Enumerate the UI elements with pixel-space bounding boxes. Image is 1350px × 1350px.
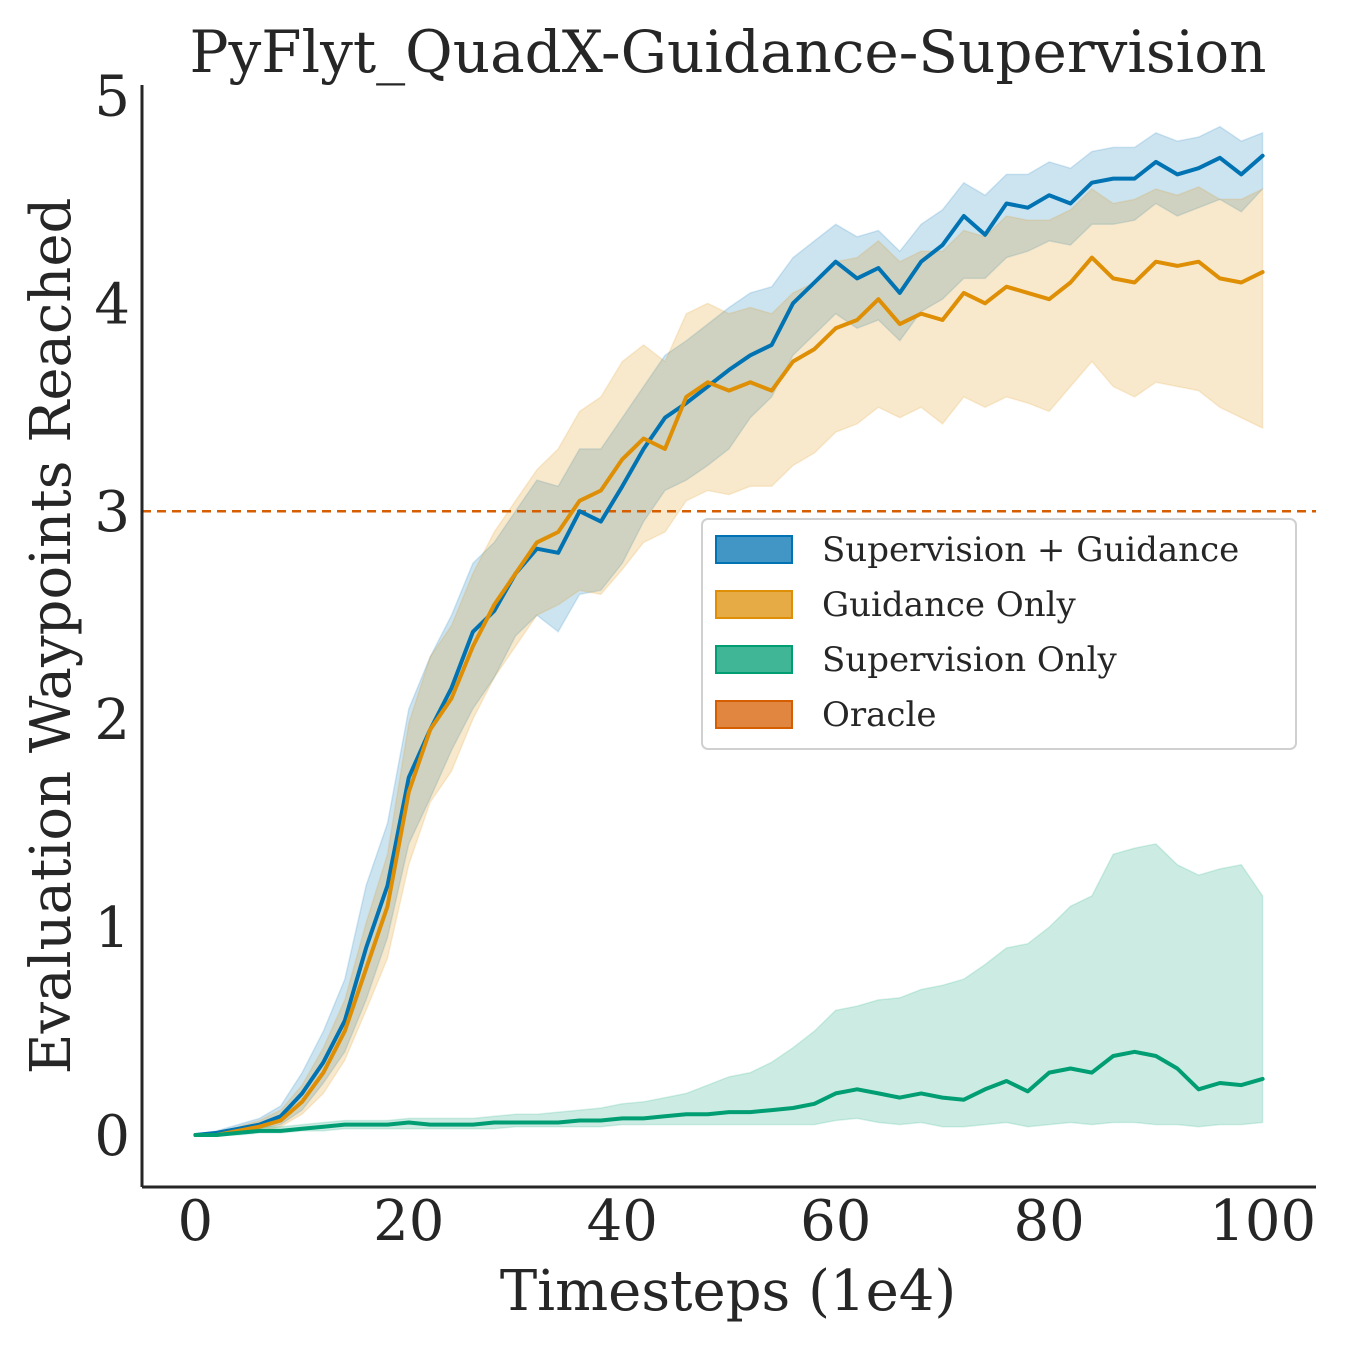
y-tick-labels: 0 1 2 3 4 5 [94, 64, 130, 1169]
legend-frame [701, 518, 1297, 750]
confidence-bands [195, 125, 1264, 1136]
legend-label: Guidance Only [822, 585, 1076, 625]
y-tick-label: 2 [94, 688, 130, 753]
x-tick-label: 100 [1209, 1189, 1316, 1254]
y-axis-title: Evaluation Waypoints Reached [19, 198, 84, 1075]
legend-item-guidance-only: Guidance Only [715, 585, 1076, 625]
legend-item-supervision-guidance: Supervision + Guidance [715, 530, 1239, 570]
band-guidance-only [195, 186, 1264, 1136]
band-supervision-guidance [195, 125, 1264, 1136]
legend-label: Oracle [822, 695, 936, 735]
legend-item-supervision-only: Supervision Only [715, 640, 1118, 680]
y-tick-label: 4 [94, 272, 130, 337]
x-tick-label: 80 [1014, 1189, 1085, 1254]
y-tick-label: 0 [94, 1104, 130, 1169]
legend-swatch [715, 590, 793, 619]
y-tick-label: 5 [94, 64, 130, 129]
legend: Supervision + Guidance Guidance Only Super… [701, 518, 1297, 750]
series-lines [193, 153, 1265, 1137]
x-tick-labels: 0 20 40 60 80 100 [178, 1189, 1317, 1254]
legend-swatch [715, 645, 793, 674]
y-tick-label: 3 [94, 480, 130, 545]
x-tick-label: 0 [178, 1189, 214, 1254]
x-axis-title: Timesteps (1e4) [500, 1259, 956, 1324]
x-tick-label: 20 [373, 1189, 444, 1254]
legend-label: Supervision Only [822, 640, 1118, 680]
x-tick-label: 40 [587, 1189, 658, 1254]
legend-label: Supervision + Guidance [822, 530, 1239, 570]
legend-item-oracle: Oracle [715, 695, 936, 735]
legend-swatch [715, 535, 793, 564]
legend-swatch [715, 700, 793, 729]
line-supervision-guidance [193, 153, 1265, 1137]
y-tick-label: 1 [94, 896, 130, 961]
chart-title: PyFlyt_QuadX-Guidance-Supervision [190, 18, 1267, 86]
band-supervision-only [195, 843, 1264, 1136]
line-supervision-only [193, 1049, 1265, 1137]
x-tick-label: 60 [800, 1189, 871, 1254]
line-guidance-only [193, 255, 1265, 1137]
